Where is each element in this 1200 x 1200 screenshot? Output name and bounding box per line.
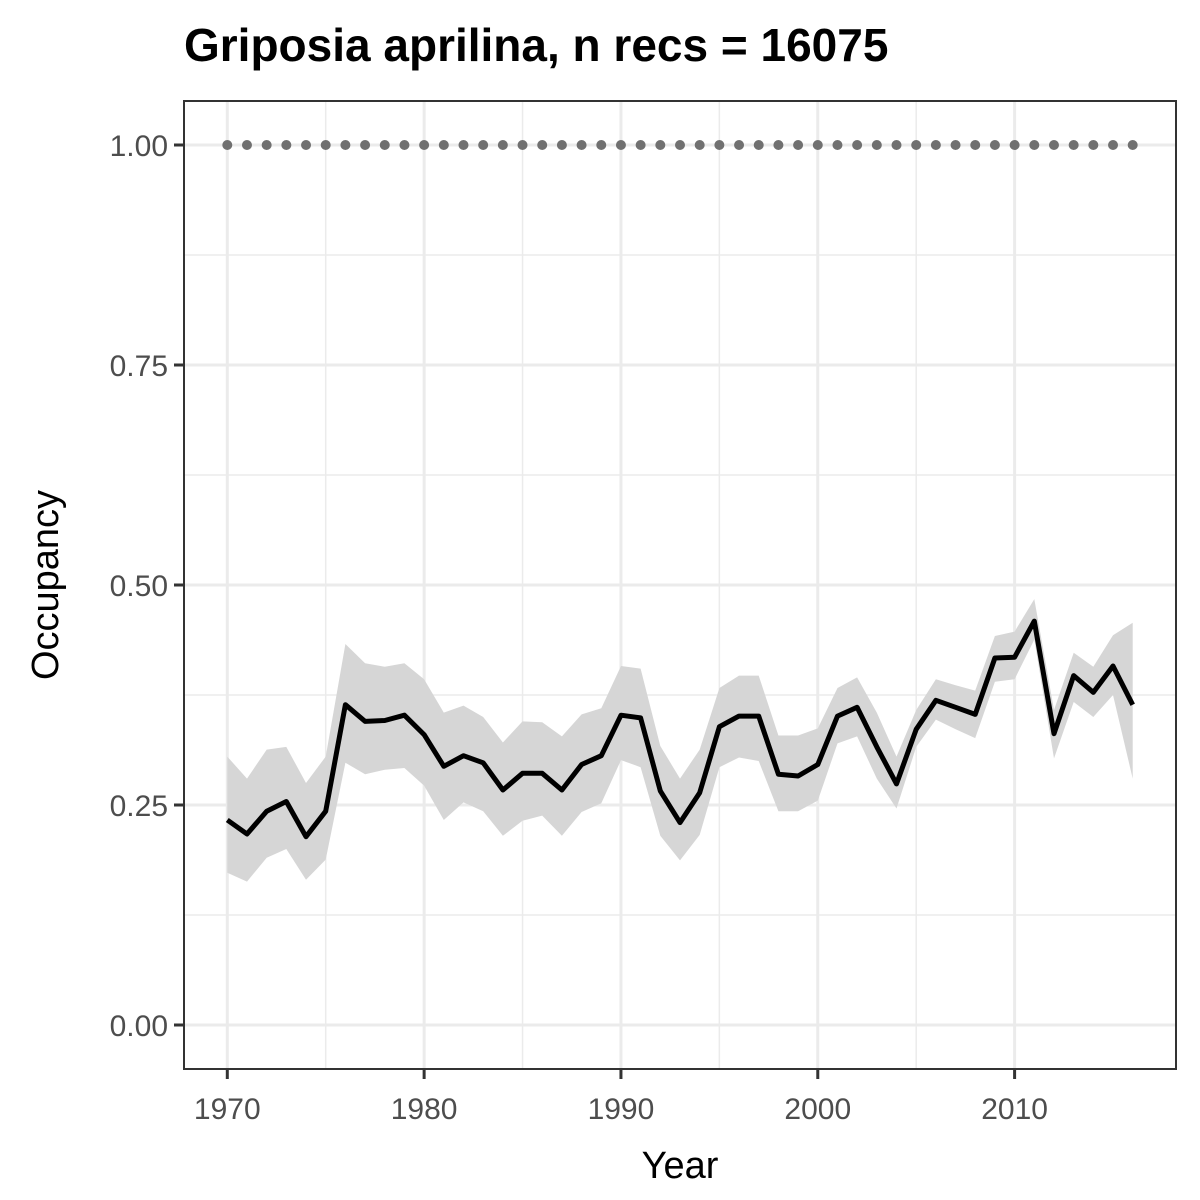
reference-dot <box>871 140 882 150</box>
reference-dot <box>714 140 725 150</box>
reference-dot <box>596 140 607 150</box>
reference-dot <box>989 140 1000 150</box>
reference-dot <box>478 140 489 150</box>
reference-dot <box>950 140 961 150</box>
grid-lines <box>184 101 1176 1069</box>
reference-dot <box>517 140 528 150</box>
reference-dot <box>793 140 804 150</box>
axes: 0.00 0.25 0.50 0.75 1.00 1970 1980 1990 2000 2010 <box>110 130 1048 1126</box>
reference-dot <box>360 140 371 150</box>
reference-dot <box>1127 140 1138 150</box>
x-tick-label: 2010 <box>981 1093 1048 1126</box>
occupancy-line-layer <box>225 618 1135 840</box>
reference-dot <box>1048 140 1059 150</box>
reference-dot <box>615 140 626 150</box>
reference-dot <box>399 140 410 150</box>
reference-dot <box>852 140 863 150</box>
x-tick-label: 1980 <box>391 1093 458 1126</box>
y-tick-label: 0.50 <box>110 570 168 603</box>
reference-dot <box>379 140 390 150</box>
occupancy-line <box>225 618 1135 840</box>
reference-dot <box>576 140 587 150</box>
x-tick-label: 2000 <box>784 1093 851 1126</box>
confidence-ribbon-layer <box>227 599 1133 882</box>
reference-dot <box>832 140 843 150</box>
reference-dot <box>694 140 705 150</box>
reference-dot <box>970 140 981 150</box>
reference-dot <box>301 140 312 150</box>
confidence-ribbon <box>227 599 1133 882</box>
reference-dot <box>891 140 902 150</box>
reference-dot <box>1088 140 1099 150</box>
reference-dot <box>458 140 469 150</box>
reference-dot <box>812 140 823 150</box>
reference-dot <box>537 140 548 150</box>
reference-dot <box>675 140 685 150</box>
y-tick-label: 1.00 <box>110 130 168 163</box>
x-tick-label: 1990 <box>588 1093 655 1126</box>
reference-dot <box>1108 140 1119 150</box>
reference-dot <box>222 140 233 150</box>
reference-dot <box>320 140 331 150</box>
y-tick-label: 0.25 <box>110 790 168 823</box>
reference-dot <box>1009 140 1020 150</box>
reference-dot <box>281 140 292 150</box>
chart-title: Griposia aprilina, n recs = 16075 <box>184 19 889 71</box>
reference-dot <box>930 140 941 150</box>
reference-dot <box>655 140 666 150</box>
reference-dot <box>635 140 646 150</box>
reference-dot <box>497 140 508 150</box>
reference-dot <box>911 140 922 150</box>
reference-dot <box>1029 140 1040 150</box>
reference-dot <box>753 140 764 150</box>
reference-dot <box>438 140 449 150</box>
x-axis-title: Year <box>642 1145 719 1187</box>
y-tick-label: 0.75 <box>110 350 168 383</box>
reference-dot <box>241 140 252 150</box>
reference-dot <box>734 140 745 150</box>
reference-dot <box>261 140 272 150</box>
reference-dots-layer <box>222 140 1138 150</box>
reference-dot <box>773 140 784 150</box>
x-tick-label: 1970 <box>194 1093 261 1126</box>
reference-dot <box>340 140 351 150</box>
reference-dot <box>1068 140 1079 150</box>
reference-dot <box>419 140 430 150</box>
y-axis-title: Occupancy <box>25 490 67 680</box>
y-tick-label: 0.00 <box>110 1010 168 1043</box>
reference-dot <box>556 140 567 150</box>
